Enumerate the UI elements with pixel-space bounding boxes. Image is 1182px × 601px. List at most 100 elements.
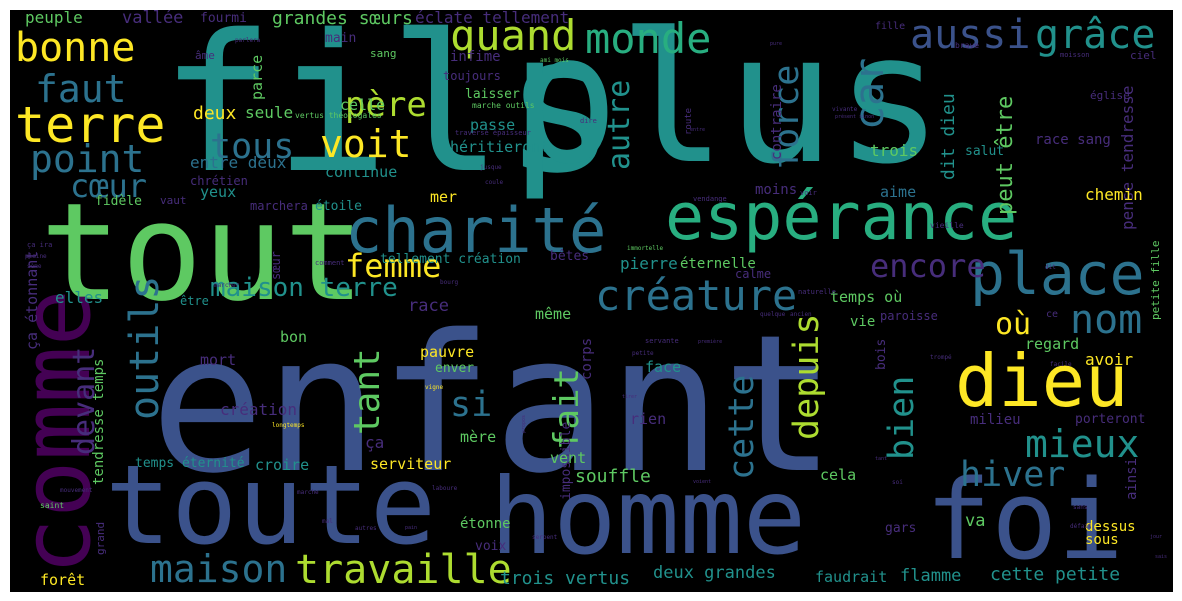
cloud-word: trois vertus <box>500 568 631 589</box>
cloud-word: bonne <box>15 25 136 71</box>
cloud-word: voit <box>320 122 412 166</box>
cloud-word: marchera <box>250 199 308 213</box>
cloud-word: avoir <box>1085 350 1134 369</box>
cloud-word: calme <box>735 267 772 281</box>
cloud-word: tendresse temps <box>91 358 107 485</box>
cloud-word: création <box>220 400 298 419</box>
cloud-word: sème <box>27 263 42 270</box>
cloud-word: étoile <box>315 199 362 214</box>
cloud-word: flamme <box>900 566 962 586</box>
cloud-word: trois <box>870 141 919 160</box>
cloud-word: naturelle <box>798 288 836 296</box>
cloud-word: outils <box>122 275 168 421</box>
cloud-word: voient <box>693 479 712 485</box>
cloud-word: église <box>1090 89 1130 102</box>
cloud-word: toute <box>105 441 437 569</box>
cloud-word: vallée <box>122 10 184 28</box>
cloud-word: porteront <box>1075 412 1146 427</box>
cloud-word: croire <box>255 456 310 474</box>
cloud-word: nom <box>1070 297 1143 343</box>
cloud-word: vie <box>850 314 876 330</box>
cloud-word: sous <box>1085 532 1119 548</box>
cloud-word: tout <box>40 174 366 331</box>
cloud-word: vieille <box>930 221 964 230</box>
cloud-word: laboure <box>432 485 458 492</box>
cloud-word: où <box>995 307 1032 342</box>
cloud-word: pierre <box>620 254 678 273</box>
word-cloud: enfant fils plus tout toute homme foi comme espé… <box>10 10 1173 592</box>
cloud-word: traversé épaisseur <box>455 129 531 137</box>
cloud-word: depuis <box>787 313 827 440</box>
cloud-word: ainsi <box>1124 457 1140 500</box>
cloud-word: aime <box>880 183 917 201</box>
cloud-word: bourg <box>440 279 459 286</box>
cloud-word: forêt <box>40 571 86 589</box>
cloud-word: servante <box>645 337 679 345</box>
cloud-word: face <box>645 358 682 376</box>
cloud-word: corps <box>579 337 595 380</box>
cloud-word: jour <box>1150 534 1163 540</box>
cloud-word: aussi <box>910 12 1031 58</box>
cloud-word: cela <box>820 466 857 484</box>
cloud-word: tellement création <box>380 252 521 267</box>
cloud-word: bois <box>874 338 889 370</box>
cloud-word: contraire <box>769 84 785 160</box>
cloud-word: mouvement <box>60 487 93 494</box>
cloud-word: chrétien <box>190 174 248 188</box>
cloud-word: père <box>345 85 427 125</box>
cloud-word: bien <box>882 375 922 460</box>
cloud-word: serpent <box>532 534 558 541</box>
cloud-word: moisson <box>1060 51 1090 59</box>
cloud-word: ancien <box>790 311 812 318</box>
cloud-word: charité <box>345 194 607 267</box>
cloud-word: quelque <box>760 311 786 318</box>
cloud-word: sœur <box>269 251 283 280</box>
cloud-word: ciel <box>1130 49 1157 62</box>
cloud-word: temps éternité <box>135 456 245 471</box>
cloud-word: laisser <box>465 87 520 102</box>
cloud-word: regard <box>1025 335 1080 353</box>
cloud-word: comment <box>315 259 345 267</box>
cloud-word: enfant <box>150 294 837 515</box>
cloud-word: race <box>408 296 449 316</box>
cloud-word: ami mois <box>540 57 569 64</box>
cloud-word: entre <box>690 127 706 133</box>
cloud-word: petite fille <box>1149 240 1162 320</box>
cloud-word: hiver <box>960 455 1066 495</box>
cloud-word: maison <box>150 547 288 591</box>
cloud-word: si <box>450 385 493 425</box>
cloud-word: vent <box>550 449 587 467</box>
cloud-word: gars <box>885 521 917 536</box>
cloud-word: tant <box>347 348 388 435</box>
cloud-word: marche outils <box>472 101 535 110</box>
cloud-word: jusque <box>480 164 502 171</box>
cloud-word: parce <box>248 54 266 100</box>
cloud-word: vendange <box>693 195 727 203</box>
cloud-word: première <box>698 339 723 345</box>
cloud-word: marche <box>297 489 319 496</box>
cloud-word: dit <box>1045 264 1056 271</box>
cloud-word: voir <box>800 189 817 197</box>
cloud-word: main <box>325 31 357 46</box>
cloud-word: fille <box>875 21 906 32</box>
cloud-word: éternelle <box>680 256 756 272</box>
cloud-word: continue <box>325 163 398 181</box>
cloud-word: enver <box>435 361 475 376</box>
cloud-word: mère <box>460 428 497 446</box>
cloud-word: dit dieu <box>938 93 959 180</box>
cloud-word: va <box>965 511 986 531</box>
cloud-word: bon <box>280 328 308 346</box>
cloud-word: pauvre <box>420 343 475 361</box>
cloud-word: petite <box>632 350 654 357</box>
cloud-word: serviteur <box>370 455 452 473</box>
cloud-word: étonne <box>460 516 511 532</box>
cloud-word: saint <box>40 501 65 510</box>
cloud-word: salut <box>965 144 1005 159</box>
cloud-word: yeux <box>200 183 237 201</box>
cloud-word: éclate tellement <box>415 10 570 27</box>
cloud-word: passe <box>470 116 516 134</box>
cloud-word: pain <box>405 525 418 531</box>
cloud-word: faut <box>35 67 127 111</box>
cloud-word: tirer <box>622 394 638 400</box>
cloud-word: vertus théologales <box>295 111 382 120</box>
